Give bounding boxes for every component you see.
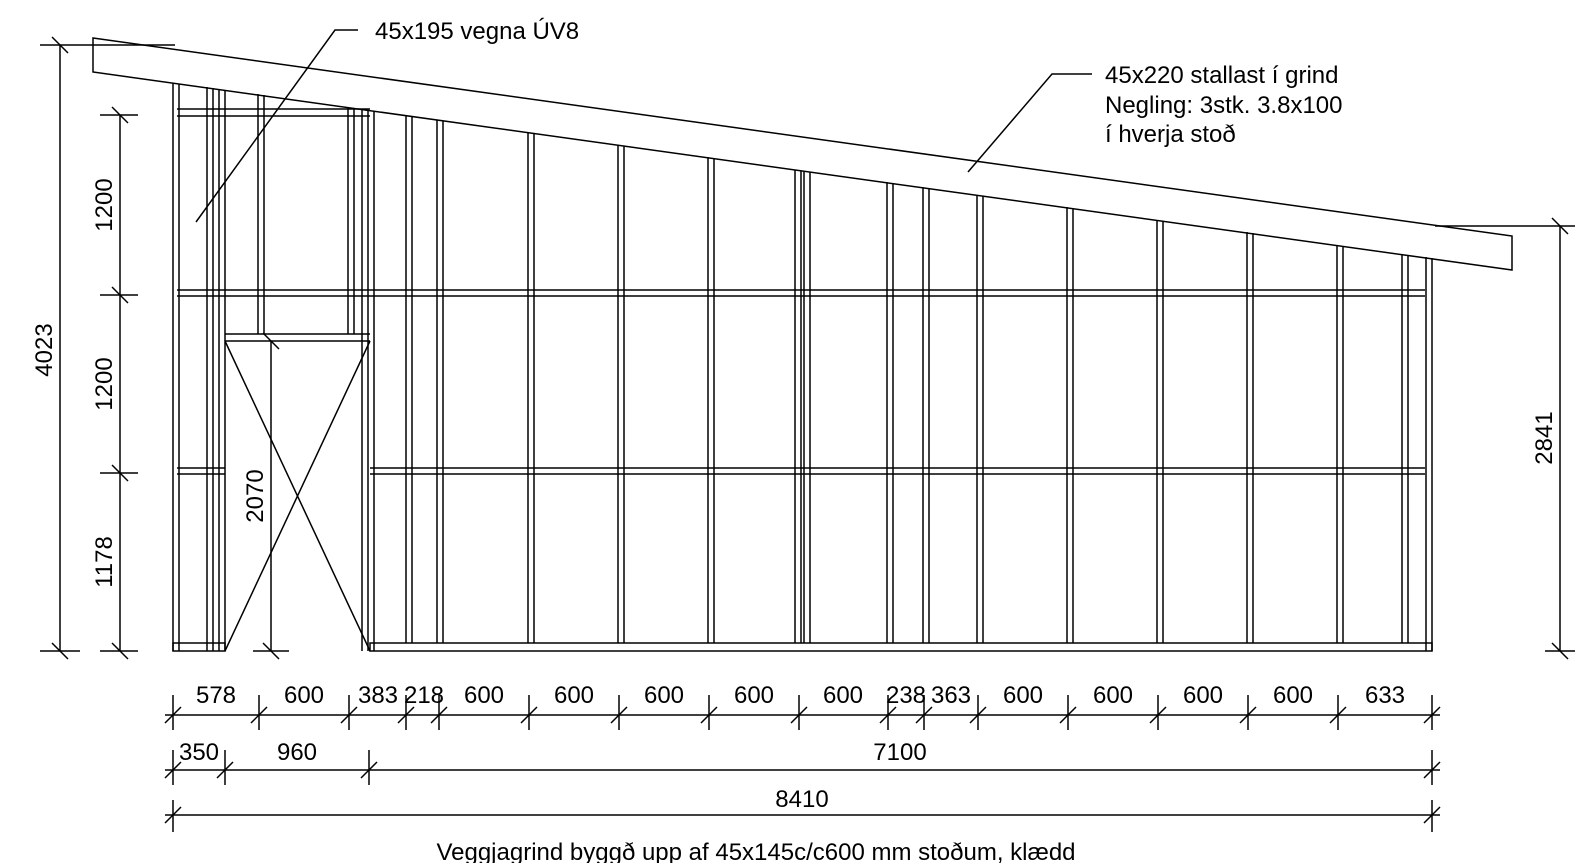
dim-height-total: 4023: [31, 323, 58, 376]
dim-height-right: 2841: [1531, 411, 1558, 464]
dim-spacing-label: 600: [644, 682, 684, 709]
dim-left-edge: 350: [179, 739, 219, 766]
dim-door-width: 960: [277, 739, 317, 766]
dim-spacing-label: 600: [1093, 682, 1133, 709]
dim-spacing-label: 383: [358, 682, 398, 709]
bottom-plate-left: [172, 642, 226, 652]
dim-vertical-top: 1200: [91, 178, 118, 231]
dim-spacing-label: 600: [464, 682, 504, 709]
studs: [172, 83, 1433, 651]
leader-rafter-main: [967, 73, 1092, 173]
dim-spacing-label: 600: [823, 682, 863, 709]
dim-spacing-label: 218: [404, 682, 444, 709]
caption: Veggjagrind byggð upp af 45x145c/c600 mm…: [436, 839, 1075, 863]
label-rafter-main: 45x220 stallast í grind: [1105, 62, 1338, 89]
dim-door-height: 2070: [242, 469, 269, 522]
dim-main-wall: 7100: [873, 739, 926, 766]
dim-labels-row1: 578 600 383 218 600 600 600 600 600 238 …: [196, 682, 1405, 709]
dim-vertical-bottom: 1178: [91, 536, 118, 588]
dim-ticks-row1: [164, 695, 1441, 730]
dim-spacing-label: 600: [554, 682, 594, 709]
dim-spacing-label: 578: [196, 682, 236, 709]
label-nailing: Negling: 3stk. 3.8x100: [1105, 92, 1342, 119]
dim-spacing-label: 238: [886, 682, 926, 709]
dim-spacing-label: 600: [734, 682, 774, 709]
door-cross: [224, 340, 371, 652]
label-rafter-top: 45x195 vegna ÚV8: [375, 18, 579, 45]
dim-spacing-label: 600: [284, 682, 324, 709]
dim-spacing-label: 600: [1273, 682, 1313, 709]
label-per-stud: í hverja stoð: [1105, 121, 1236, 148]
dim-vertical-middle: 1200: [91, 357, 118, 410]
rafter-beam: [92, 37, 1513, 271]
dim-spacing-label: 600: [1003, 682, 1043, 709]
dim-total-length: 8410: [775, 786, 828, 813]
dim-spacing-label: 633: [1365, 682, 1405, 709]
leader-rafter-top: [195, 29, 358, 223]
dim-spacing-label: 363: [931, 682, 971, 709]
bottom-plate-main: [369, 642, 1433, 652]
dim-spacing-label: 600: [1183, 682, 1223, 709]
